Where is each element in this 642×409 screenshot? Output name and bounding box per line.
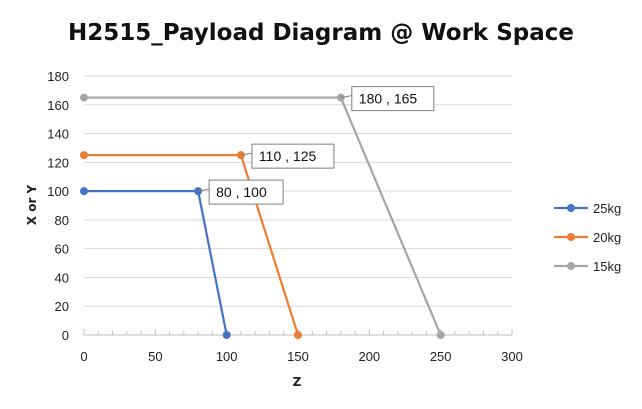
y-tick-label: 80 <box>55 213 69 228</box>
legend-label: 25kg <box>593 201 621 216</box>
callout-label: 180 , 165 <box>359 91 418 107</box>
callout-box <box>208 179 284 205</box>
callout-box <box>251 143 335 169</box>
data-point-15kg <box>436 331 445 339</box>
callout-label: 110 , 125 <box>259 148 317 164</box>
data-point-25kg <box>222 331 231 339</box>
x-tick-label: 100 <box>216 349 238 364</box>
y-tick-label: 120 <box>47 155 69 170</box>
legend-marker-25kg <box>567 204 575 212</box>
callout-leader <box>240 152 253 156</box>
callout-label: 80 , 100 <box>216 184 267 200</box>
y-tick-label: 0 <box>62 328 69 343</box>
data-point-20kg <box>294 331 302 339</box>
callout-leader <box>340 95 352 99</box>
data-point-20kg <box>80 151 88 160</box>
y-tick-label: 20 <box>55 299 69 314</box>
y-tick-label: 140 <box>47 127 69 142</box>
legend-label: 15kg <box>593 259 621 274</box>
y-tick-label: 100 <box>47 184 69 199</box>
y-tick-label: 180 <box>47 69 69 84</box>
y-axis-label: X or Y <box>25 184 39 225</box>
x-tick-label: 250 <box>430 349 452 364</box>
callout-box <box>351 86 435 112</box>
x-tick-label: 300 <box>501 349 523 364</box>
legend: 25kg 20kg 15kg <box>554 201 621 274</box>
x-tick-label: 150 <box>287 349 309 364</box>
x-tick-label: 0 <box>80 349 87 364</box>
x-axis-label: Z <box>293 375 302 389</box>
callout-leader <box>198 188 210 192</box>
data-point-25kg <box>80 187 88 196</box>
x-tick-label: 200 <box>358 349 380 364</box>
x-tick-label: 50 <box>148 349 162 364</box>
legend-marker-20kg <box>567 233 575 241</box>
data-point-15kg <box>80 93 88 102</box>
legend-label: 20kg <box>593 230 621 245</box>
axes: 0 20 40 60 80 100 120 140 160 180 0 50 100 150 200 250 3… <box>47 69 523 364</box>
chart-title: H2515_Payload Diagram @ Work Space <box>68 20 574 46</box>
callouts: 80 , 100 110 , 125 180 , 165 <box>198 86 435 205</box>
y-tick-label: 160 <box>47 98 69 113</box>
y-tick-label: 60 <box>55 242 69 257</box>
legend-marker-15kg <box>567 262 575 270</box>
y-tick-label: 40 <box>55 270 69 285</box>
